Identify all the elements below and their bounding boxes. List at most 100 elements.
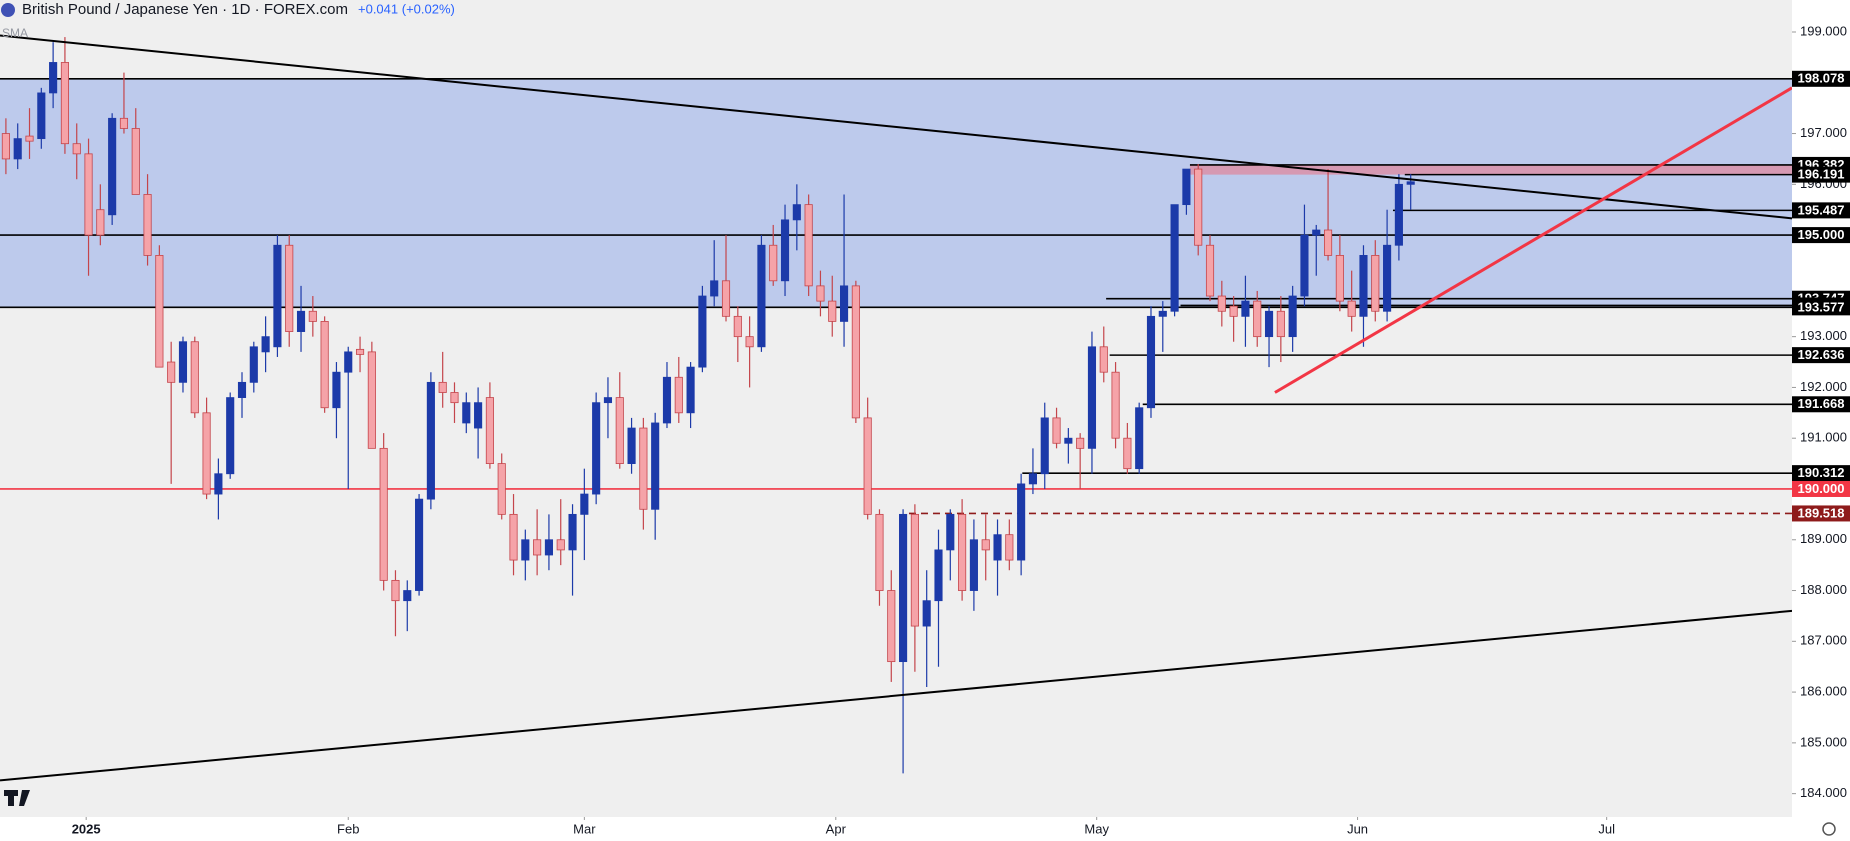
- candle-body: [922, 600, 931, 627]
- candle-body: [1406, 181, 1415, 185]
- candle-body: [1170, 204, 1179, 312]
- level-label-box: [1792, 166, 1850, 183]
- candle-body: [568, 513, 577, 551]
- candle-body: [320, 321, 329, 409]
- candle-body: [1135, 407, 1144, 470]
- candle-body: [639, 427, 648, 510]
- candle-body: [131, 128, 140, 195]
- candle-body: [556, 539, 565, 551]
- chart-title: British Pound / Japanese Yen · 1D · FORE…: [22, 1, 348, 18]
- y-tick-label: 189.000: [1800, 531, 1847, 546]
- candle-body: [745, 336, 754, 348]
- candle-body: [1288, 295, 1297, 338]
- candle-body: [108, 117, 117, 216]
- candle-body: [1076, 437, 1085, 449]
- candle-body: [1052, 417, 1061, 444]
- candle-body: [887, 590, 896, 663]
- candle-body: [1099, 346, 1108, 373]
- candle-body: [426, 381, 435, 500]
- candle-body: [981, 539, 990, 551]
- candle-body: [651, 422, 660, 510]
- indicator-label: SMA: [2, 26, 28, 40]
- price-axis: [1792, 0, 1850, 841]
- candle-body: [1040, 417, 1049, 475]
- candle-body: [521, 539, 530, 561]
- level-label: 196.191: [1798, 167, 1845, 182]
- candle-body: [792, 204, 801, 221]
- candle-body: [603, 397, 613, 404]
- level-label: 190.312: [1798, 465, 1845, 480]
- candle-body: [533, 539, 542, 556]
- candle-body: [769, 244, 778, 282]
- candle-body: [969, 539, 978, 591]
- y-tick-label: 187.000: [1800, 633, 1847, 648]
- trendline: [1274, 86, 1793, 394]
- candle-body: [875, 513, 884, 591]
- x-tick-label: Feb: [337, 821, 359, 836]
- candle-body: [49, 62, 58, 94]
- level-label-box: [1792, 396, 1850, 413]
- x-tick-label: May: [1084, 821, 1109, 836]
- y-tick-label: 188.000: [1800, 582, 1847, 597]
- candle-body: [1158, 310, 1167, 317]
- candle-body: [828, 300, 837, 322]
- candle-body: [155, 255, 164, 368]
- candle-body: [1383, 244, 1392, 312]
- candle-body: [1264, 310, 1274, 338]
- candle-body: [237, 381, 247, 398]
- candle-body: [367, 351, 376, 449]
- candle-body: [1229, 305, 1238, 317]
- candle-body: [934, 549, 943, 602]
- candle-body: [851, 285, 860, 419]
- tv-logo: [4, 790, 30, 806]
- level-label-box: [1792, 347, 1850, 364]
- level-label: 193.577: [1798, 299, 1845, 314]
- candle-body: [355, 348, 365, 355]
- candle-body: [993, 534, 1002, 561]
- level-label-box: [1792, 227, 1850, 244]
- candle-body: [72, 143, 81, 155]
- candle-body: [721, 280, 731, 317]
- candle-body: [308, 310, 317, 322]
- candle-body: [899, 513, 908, 663]
- candle-body: [1146, 315, 1156, 409]
- candle-body: [816, 285, 825, 302]
- candle-body: [13, 138, 22, 160]
- candle-body: [1253, 300, 1262, 338]
- candle-body: [60, 62, 69, 145]
- candle-body: [1217, 295, 1226, 312]
- candle-body: [474, 402, 483, 429]
- candle-body: [910, 513, 919, 627]
- candle-body: [450, 392, 459, 404]
- candle-body: [757, 244, 766, 348]
- trendline: [0, 34, 1793, 220]
- candle-body: [1276, 310, 1285, 338]
- candle-body: [1241, 300, 1250, 317]
- candle-body: [1300, 234, 1309, 297]
- settings-icon[interactable]: [1822, 822, 1836, 836]
- candle-body: [1182, 168, 1191, 206]
- candle-body: [544, 539, 553, 556]
- candle-body: [1123, 437, 1132, 470]
- x-tick-label: Apr: [826, 821, 847, 836]
- candle-body: [1205, 244, 1215, 297]
- level-label: 192.636: [1798, 347, 1845, 362]
- symbol-icon: [1, 3, 15, 17]
- level-label: 195.000: [1798, 227, 1845, 242]
- y-tick-label: 193.000: [1800, 328, 1847, 343]
- y-tick-label: 197.000: [1800, 125, 1847, 140]
- candle-body: [1347, 300, 1356, 317]
- level-label: 189.518: [1798, 505, 1845, 520]
- level-label: 195.487: [1798, 202, 1845, 217]
- candle-body: [332, 371, 341, 409]
- candle-body: [662, 376, 672, 424]
- candle-body: [1194, 168, 1203, 246]
- candle-body: [710, 280, 719, 297]
- axis-labels: 199.000197.000196.000193.000192.000191.0…: [72, 23, 1850, 836]
- candle-body: [1087, 346, 1097, 449]
- zone: [1189, 164, 1792, 175]
- y-tick-label: 184.000: [1800, 785, 1847, 800]
- candle-body: [296, 310, 306, 332]
- candle-body: [391, 579, 400, 602]
- candle-body: [379, 447, 388, 581]
